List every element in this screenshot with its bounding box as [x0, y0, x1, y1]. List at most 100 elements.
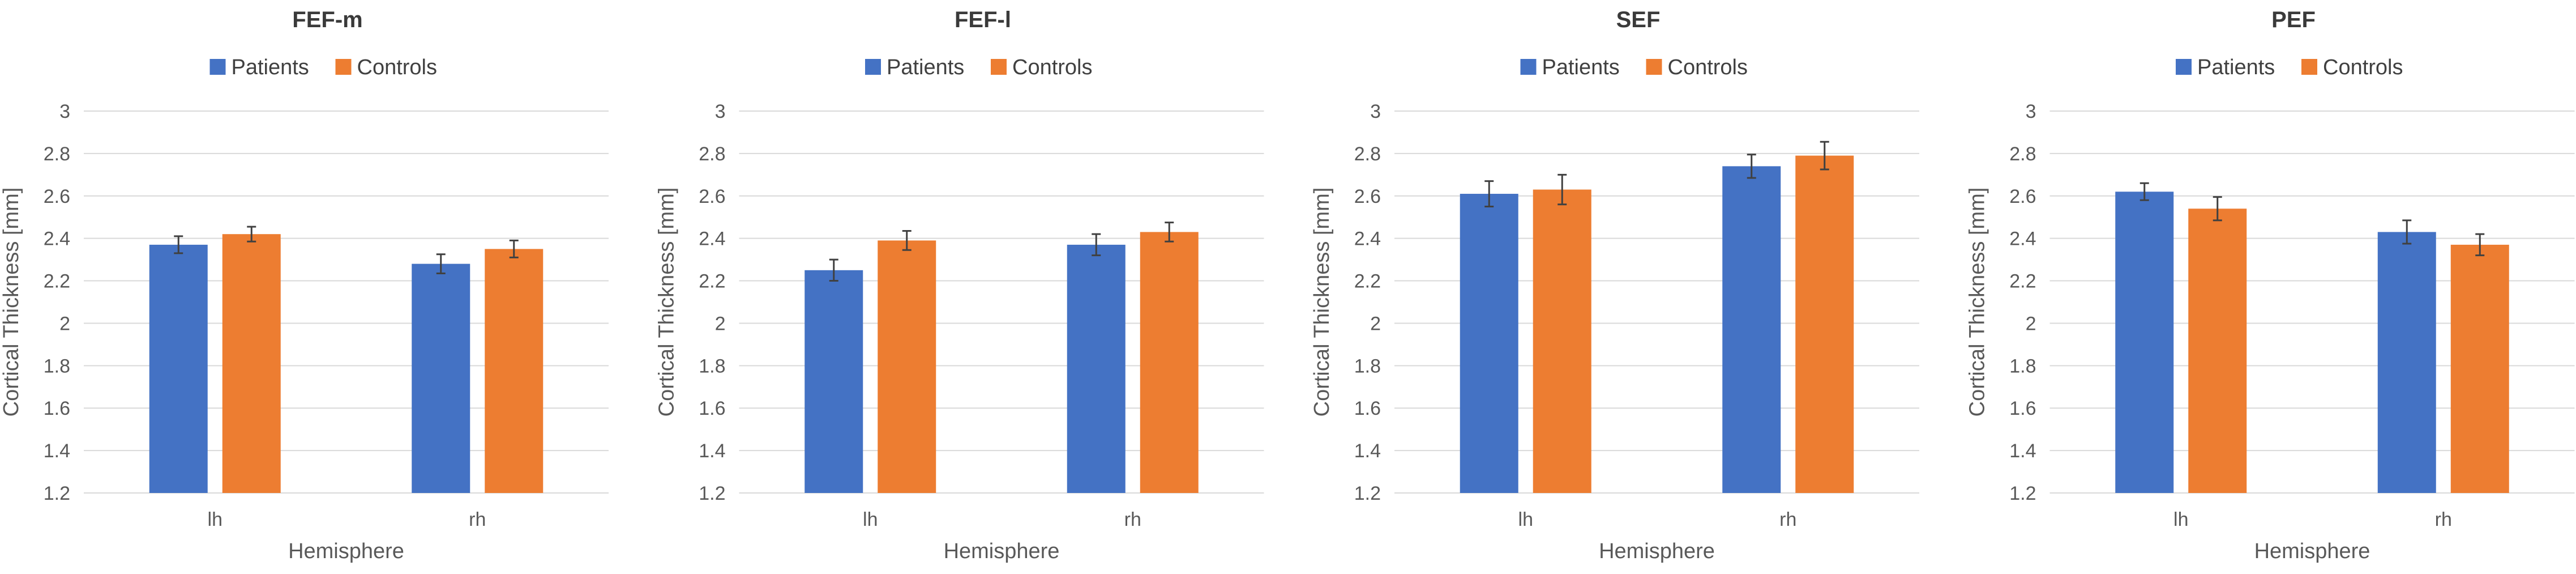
y-tick-label: 2 [715, 313, 726, 334]
y-tick-label: 2.2 [1354, 271, 1381, 292]
y-tick-label: 3 [59, 101, 70, 122]
chart-panel-3: SEF Patients Controls 1.2 1.4 1.6 1.8 2 2.2 2.4 2.… [1310, 7, 1919, 563]
error-bar-controls-rh [2475, 233, 2485, 257]
legend-swatch-patients [209, 59, 226, 75]
y-tick-label: 1.8 [699, 355, 725, 377]
error-bar-patients-rh [2402, 219, 2412, 245]
y-tick-label: 1.6 [699, 398, 725, 419]
y-tick-label: 2.6 [699, 186, 725, 207]
y-tick-label: 2 [2026, 313, 2036, 334]
error-bar-controls-lh [2213, 196, 2222, 222]
error-bar-patients-lh [2139, 182, 2149, 201]
error-bar-patients-rh [436, 253, 446, 274]
y-tick-label: 3 [715, 101, 726, 122]
x-tick-label-lh: lh [863, 509, 878, 530]
x-axis-title: Hemisphere [1599, 539, 1715, 563]
y-tick-label: 1.2 [44, 483, 70, 504]
bar-controls-rh [1795, 155, 1854, 494]
chart-panel-2: FEF-l Patients Controls 1.2 1.4 1.6 1.8 2 2.2 2.4… [655, 7, 1264, 563]
chart-title: SEF [1616, 7, 1661, 32]
error-bar-controls-rh [1820, 141, 1829, 171]
chart-panel-4: PEF Patients Controls 1.2 1.4 1.6 1.8 2 2.2 2.4 2.… [1966, 7, 2575, 563]
bar-patients-lh [149, 244, 208, 493]
y-axis-title: Cortical Thickness [mm] [655, 188, 679, 417]
legend-swatch-controls [991, 59, 1007, 75]
error-bar-patients-rh [1092, 233, 1101, 257]
y-tick-label: 2.4 [2009, 228, 2036, 250]
legend: Patients Controls [2176, 56, 2403, 79]
y-tick-label: 1.4 [44, 440, 70, 462]
y-tick-label: 2.8 [2009, 143, 2036, 165]
legend-label-controls: Controls [357, 56, 438, 79]
y-tick-label: 2.4 [44, 228, 70, 250]
y-axis-title: Cortical Thickness [mm] [0, 188, 23, 417]
error-bar-patients-lh [1484, 180, 1494, 207]
error-bar-controls-lh [902, 230, 912, 251]
y-tick-label: 1.8 [44, 355, 70, 377]
y-axis-title: Cortical Thickness [mm] [1966, 188, 1989, 417]
bar-controls-lh [2188, 209, 2247, 493]
y-tick-label: 2.8 [1354, 143, 1381, 165]
bar-controls-rh [485, 249, 544, 493]
legend-label-patients: Patients [232, 56, 309, 79]
bar-patients-rh [1722, 166, 1781, 493]
y-tick-label: 2.6 [2009, 186, 2036, 207]
bar-controls-lh [1533, 189, 1591, 493]
y-tick-label: 1.2 [1354, 483, 1381, 504]
legend-swatch-controls [335, 59, 352, 75]
y-tick-label: 1.6 [44, 398, 70, 419]
bar-patients-rh [1067, 244, 1126, 493]
legend-label-controls: Controls [1012, 56, 1093, 79]
y-tick-label: 2.8 [44, 143, 70, 165]
y-tick-label: 1.6 [1354, 398, 1381, 419]
x-tick-label-rh: rh [2435, 509, 2452, 530]
x-tick-label-rh: rh [469, 509, 486, 530]
x-tick-label-lh: lh [1518, 509, 1533, 530]
x-tick-label-rh: rh [1124, 509, 1141, 530]
legend-swatch-controls [2301, 59, 2317, 75]
error-bar-patients-lh [174, 235, 183, 254]
x-tick-label-rh: rh [1779, 509, 1796, 530]
error-bar-patients-lh [829, 258, 838, 282]
y-tick-label: 3 [1370, 101, 1381, 122]
y-tick-label: 2.2 [44, 271, 70, 292]
legend-label-patients: Patients [887, 56, 964, 79]
chart-title: PEF [2271, 7, 2316, 32]
bar-patients-lh [2115, 192, 2174, 493]
y-tick-label: 1.2 [699, 483, 725, 504]
y-tick-label: 1.2 [2009, 483, 2036, 504]
legend: Patients Controls [209, 56, 438, 79]
y-tick-label: 2.4 [1354, 228, 1381, 250]
y-tick-label: 2 [1370, 313, 1381, 334]
y-tick-label: 2 [59, 313, 70, 334]
legend-swatch-patients [865, 59, 881, 75]
legend: Patients Controls [865, 56, 1093, 79]
error-bar-patients-rh [1747, 154, 1756, 179]
legend-label-controls: Controls [2323, 56, 2403, 79]
y-tick-label: 1.4 [2009, 440, 2036, 462]
bar-controls-rh [1140, 232, 1199, 493]
error-bar-controls-rh [509, 239, 519, 258]
x-axis-title: Hemisphere [288, 539, 404, 563]
bar-controls-lh [222, 234, 281, 493]
y-tick-label: 1.4 [699, 440, 725, 462]
chart-title: FEF-m [292, 7, 362, 32]
y-tick-label: 1.4 [1354, 440, 1381, 462]
chart-title: FEF-l [955, 7, 1011, 32]
x-axis-title: Hemisphere [2254, 539, 2370, 563]
y-tick-label: 2.4 [699, 228, 725, 250]
legend-label-patients: Patients [2197, 56, 2275, 79]
bar-patients-lh [1460, 194, 1518, 493]
y-tick-label: 2.2 [2009, 271, 2036, 292]
y-axis-title: Cortical Thickness [mm] [1310, 188, 1334, 417]
chart-panel-1: FEF-m Patients Controls 1.2 1.4 1.6 1.8 2 2.2 2.4… [0, 7, 609, 563]
error-bar-controls-rh [1165, 222, 1174, 243]
y-tick-label: 3 [2026, 101, 2036, 122]
legend-label-controls: Controls [1668, 56, 1748, 79]
y-tick-label: 1.8 [2009, 355, 2036, 377]
error-bar-controls-lh [247, 226, 256, 243]
bar-patients-rh [2377, 232, 2436, 493]
error-bar-controls-lh [1557, 173, 1567, 206]
y-tick-label: 2.6 [44, 186, 70, 207]
